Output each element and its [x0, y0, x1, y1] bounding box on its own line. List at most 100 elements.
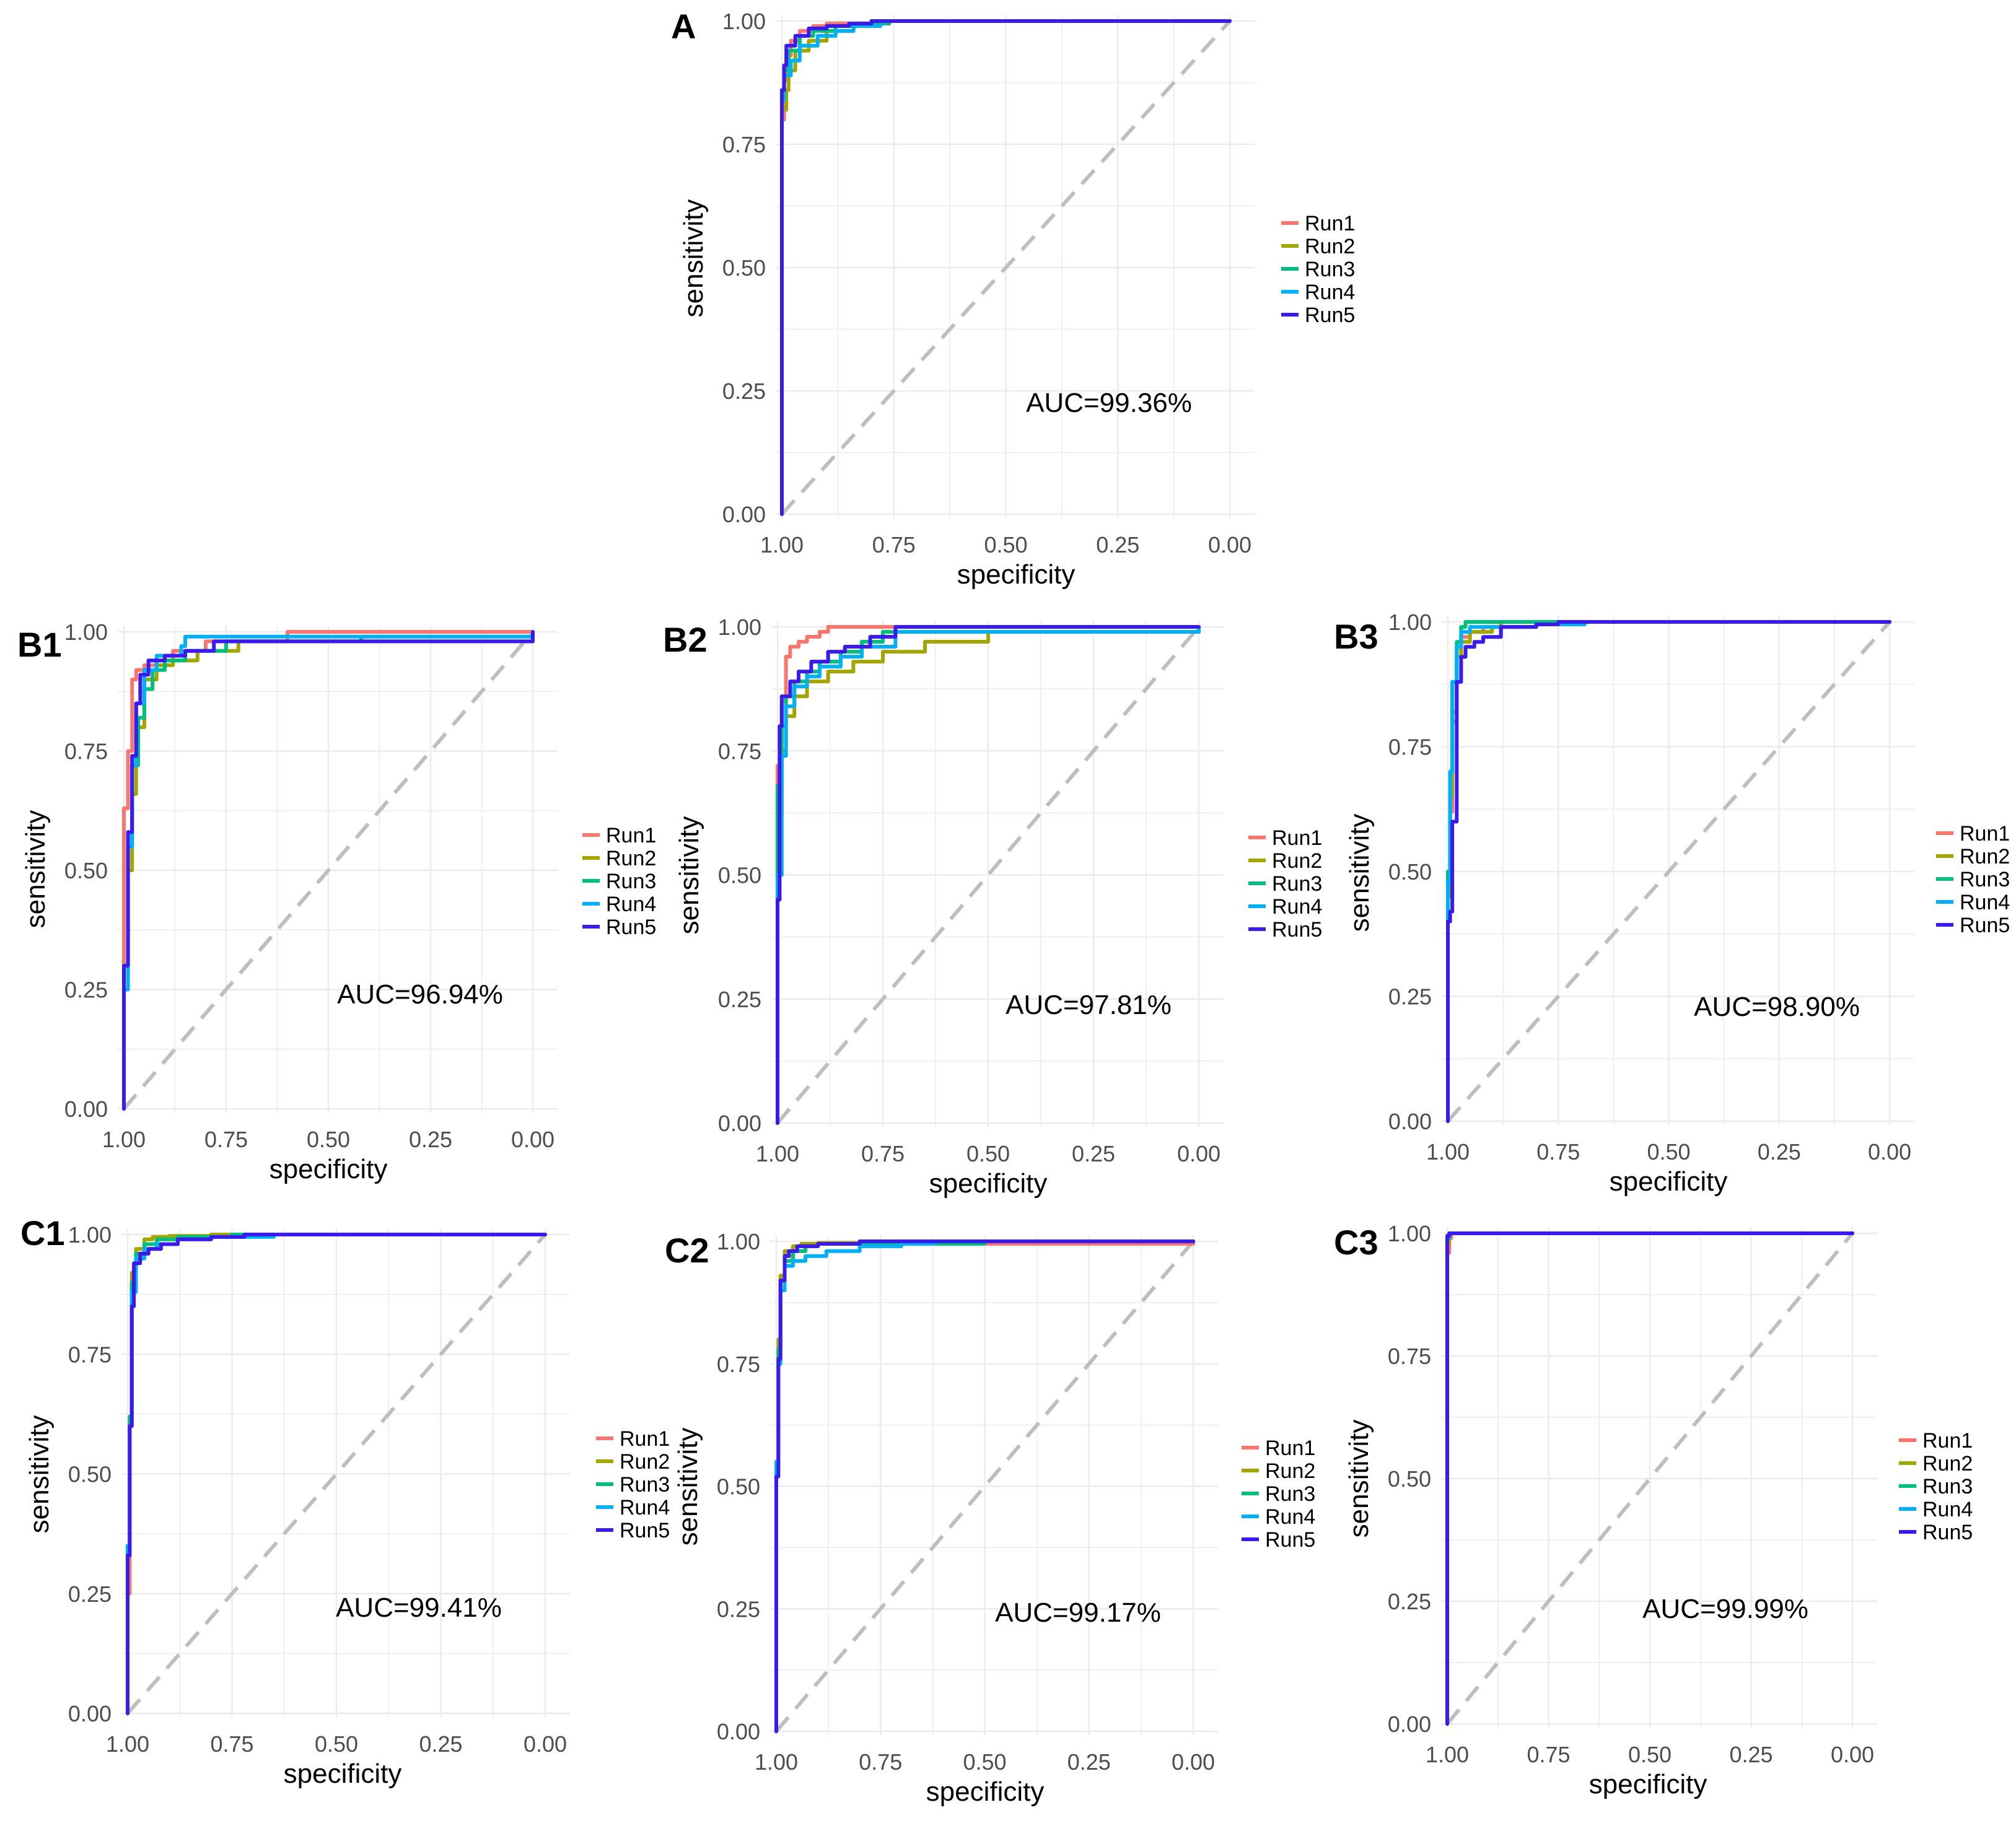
y-tick-label: 0.25	[718, 987, 761, 1012]
legend-label-run2: Run2	[1960, 845, 2010, 868]
y-tick-label: 0.75	[717, 1352, 760, 1377]
legend-label-run2: Run2	[1265, 1459, 1315, 1483]
x-tick-label: 1.00	[1426, 1742, 1469, 1767]
x-tick-label: 0.00	[1868, 1139, 1911, 1165]
y-tick-label: 1.00	[1388, 610, 1432, 635]
x-tick-label: 0.50	[307, 1127, 350, 1152]
y-tick-label: 0.00	[1388, 1109, 1432, 1134]
x-tick-label: 0.00	[524, 1731, 567, 1757]
y-tick-label: 1.00	[722, 9, 766, 34]
x-tick-label: 0.75	[1536, 1139, 1580, 1165]
y-axis-title: sensitivity	[673, 1428, 703, 1546]
legend-label-run4: Run4	[1922, 1498, 1973, 1521]
legend-label-run1: Run1	[620, 1427, 670, 1451]
y-tick-label: 0.50	[68, 1462, 112, 1487]
auc-label: AUC=98.90%	[1694, 992, 1860, 1022]
x-tick-label: 0.50	[1647, 1139, 1690, 1165]
panel-c2: 0.00 0.25 0.50 0.75 1.00 1.00 0.75 0.50 0.25 0.00…	[665, 1229, 1315, 1807]
y-tick-label: 0.75	[722, 132, 766, 157]
x-tick-label: 0.25	[1072, 1141, 1115, 1166]
x-axis-title: specificity	[957, 559, 1076, 590]
legend-label-run4: Run4	[1960, 891, 2010, 914]
roc-line-run2	[776, 625, 1201, 1125]
diagonal-reference-line	[776, 626, 1201, 1124]
diagonal-reference-line	[126, 1233, 547, 1715]
x-tick-label: 0.25	[1729, 1742, 1773, 1767]
legend-label-run3: Run3	[1305, 258, 1355, 281]
diagonal-reference-line	[1445, 1232, 1854, 1725]
x-tick-label: 0.50	[984, 532, 1027, 557]
roc-line-run5	[126, 1233, 547, 1715]
x-tick-label: 0.25	[1067, 1749, 1111, 1775]
legend-label-run4: Run4	[606, 893, 656, 916]
y-tick-label: 0.00	[718, 1111, 761, 1136]
legend-label-run1: Run1	[1272, 826, 1322, 850]
panel-b3: 0.00 0.25 0.50 0.75 1.00 1.00 0.75 0.50 0.25 0.00…	[1334, 610, 2010, 1197]
y-tick-label: 0.25	[717, 1596, 760, 1622]
x-tick-label: 0.00	[1172, 1749, 1215, 1775]
y-tick-label: 1.00	[717, 1229, 760, 1254]
x-tick-label: 1.00	[102, 1127, 146, 1152]
y-tick-label: 0.25	[68, 1581, 112, 1607]
x-tick-label: 0.25	[409, 1127, 452, 1152]
x-tick-label: 1.00	[1426, 1139, 1470, 1165]
y-axis-title: sensitivity	[678, 199, 709, 318]
panel-c3: 0.00 0.25 0.50 0.75 1.00 1.00 0.75 0.50 0.25 0.00…	[1334, 1221, 1973, 1799]
panel-label: B1	[17, 625, 62, 664]
legend-label-run4: Run4	[1305, 281, 1355, 304]
auc-label: AUC=99.36%	[1026, 388, 1192, 418]
y-tick-label: 0.50	[722, 255, 766, 281]
roc-line-run5	[780, 19, 1232, 516]
y-tick-label: 0.50	[64, 858, 108, 883]
legend-label-run3: Run3	[620, 1473, 670, 1497]
auc-label: AUC=99.41%	[336, 1593, 502, 1623]
legend-label-run5: Run5	[1305, 304, 1355, 327]
diagonal-reference-line	[1446, 621, 1891, 1122]
x-tick-label: 0.00	[1208, 532, 1251, 557]
y-tick-label: 0.25	[722, 378, 766, 404]
y-tick-label: 0.50	[717, 1474, 760, 1500]
panel-label: C3	[1334, 1223, 1378, 1262]
x-tick-label: 0.25	[419, 1731, 462, 1757]
legend-label-run4: Run4	[620, 1496, 670, 1519]
x-axis-title: specificity	[929, 1168, 1048, 1199]
y-tick-label: 0.00	[68, 1701, 112, 1726]
auc-label: AUC=99.99%	[1642, 1594, 1808, 1624]
legend-label-run1: Run1	[1305, 212, 1355, 235]
y-tick-label: 1.00	[68, 1222, 112, 1248]
panel-label: C1	[20, 1213, 65, 1252]
panel-a: 0.00 0.25 0.50 0.75 1.00 1.00 0.75 0.50 0.25 0.00…	[671, 7, 1355, 590]
roc-line-run5	[1446, 620, 1891, 1123]
legend-label-run3: Run3	[1265, 1482, 1315, 1506]
x-tick-label: 0.00	[511, 1127, 554, 1152]
legend-label-run3: Run3	[606, 870, 656, 893]
y-tick-label: 1.00	[1388, 1221, 1431, 1246]
x-axis-title: specificity	[1589, 1769, 1707, 1799]
legend-label-run4: Run4	[1272, 895, 1322, 919]
legend-label-run5: Run5	[620, 1519, 670, 1542]
panel-b1: 0.00 0.25 0.50 0.75 1.00 1.00 0.75 0.50 0.25 0.00…	[17, 619, 656, 1184]
x-tick-label: 0.75	[204, 1127, 248, 1152]
legend-label-run3: Run3	[1272, 872, 1322, 896]
y-axis-title: sensitivity	[674, 816, 704, 935]
y-tick-label: 0.00	[722, 502, 766, 527]
roc-line-run4	[776, 625, 1201, 1125]
panel-label: C2	[665, 1231, 709, 1270]
x-axis-title: specificity	[284, 1759, 402, 1789]
y-axis-title: sensitivity	[1344, 814, 1375, 932]
legend-label-run2: Run2	[1922, 1452, 1973, 1475]
y-tick-label: 1.00	[718, 614, 761, 640]
auc-label: AUC=99.17%	[995, 1598, 1161, 1628]
x-tick-label: 0.75	[861, 1141, 905, 1166]
x-tick-label: 0.75	[210, 1731, 253, 1757]
legend-label-run1: Run1	[606, 824, 656, 847]
y-tick-label: 0.00	[717, 1719, 760, 1744]
panel-label: B3	[1334, 617, 1378, 656]
roc-line-run5	[776, 625, 1201, 1125]
panel-b2: 0.00 0.25 0.50 0.75 1.00 1.00 0.75 0.50 0.25 0.00…	[663, 614, 1322, 1199]
legend-label-run3: Run3	[1922, 1475, 1973, 1498]
legend-label-run2: Run2	[620, 1450, 670, 1474]
